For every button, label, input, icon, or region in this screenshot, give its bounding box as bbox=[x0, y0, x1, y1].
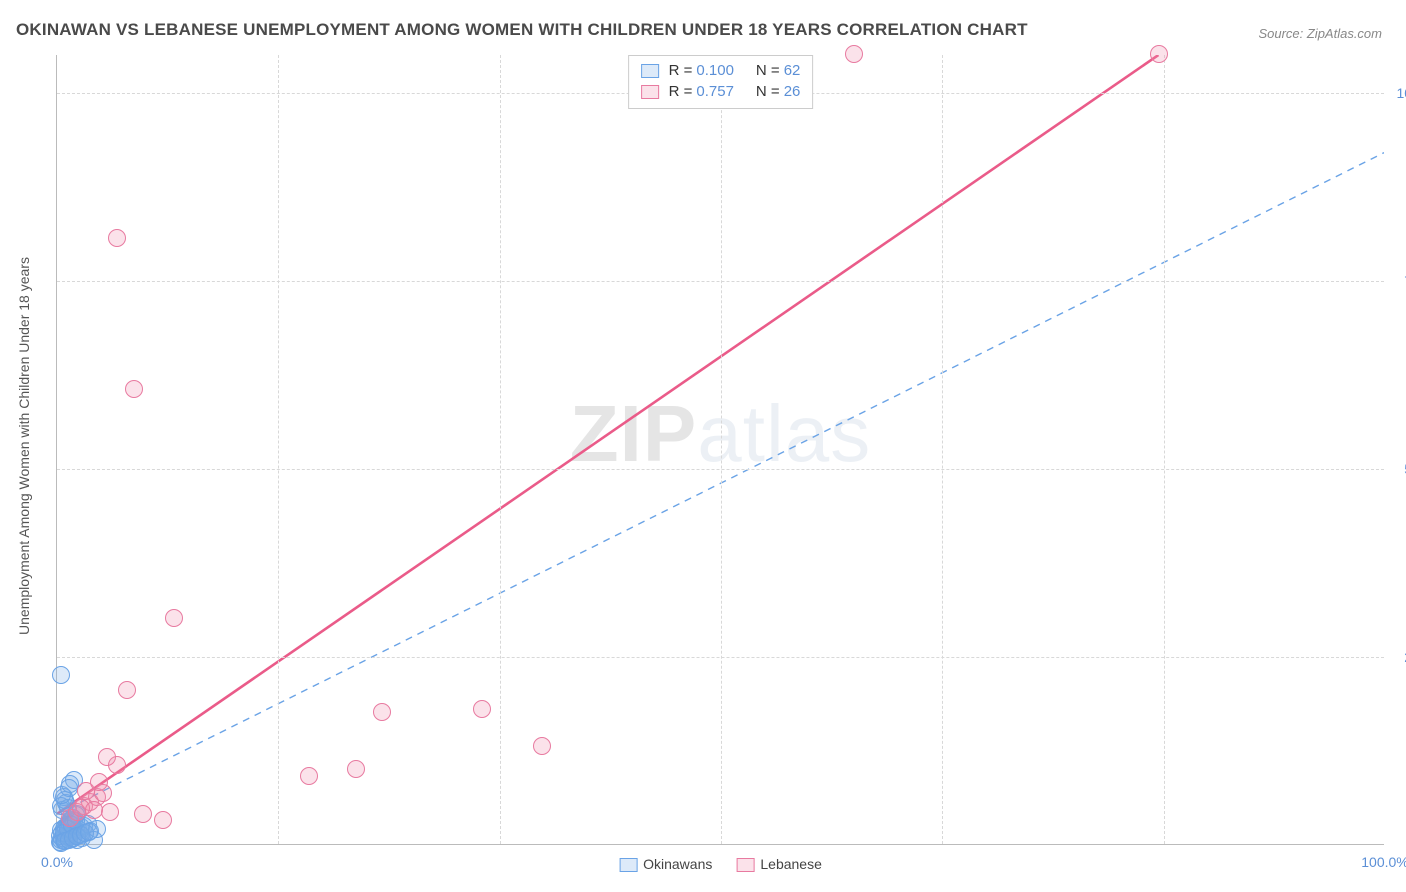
legend-swatch bbox=[619, 858, 637, 872]
legend-n-label: N = bbox=[756, 60, 780, 81]
data-point bbox=[108, 229, 126, 247]
legend-series-name: Lebanese bbox=[760, 856, 822, 872]
legend-r-value: 0.100 bbox=[696, 60, 734, 81]
chart-title: OKINAWAN VS LEBANESE UNEMPLOYMENT AMONG … bbox=[16, 20, 1028, 40]
source-attribution: Source: ZipAtlas.com bbox=[1258, 26, 1382, 41]
watermark-light: atlas bbox=[697, 389, 871, 478]
legend-r-label: R = bbox=[669, 60, 693, 81]
gridline-vertical bbox=[721, 55, 722, 844]
source-prefix: Source: bbox=[1258, 26, 1306, 41]
y-axis-label: Unemployment Among Women with Children U… bbox=[16, 257, 32, 635]
watermark-bold: ZIP bbox=[570, 389, 697, 478]
y-tick-label: 100.0% bbox=[1389, 85, 1406, 101]
data-point bbox=[165, 609, 183, 627]
data-point bbox=[154, 811, 172, 829]
y-tick-label: 75.0% bbox=[1389, 273, 1406, 289]
legend-item: Okinawans bbox=[619, 856, 712, 872]
data-point bbox=[101, 803, 119, 821]
legend-n-label: N = bbox=[756, 81, 780, 102]
x-tick-label: 0.0% bbox=[41, 854, 73, 870]
data-point bbox=[90, 773, 108, 791]
data-point bbox=[60, 779, 78, 797]
y-tick-label: 50.0% bbox=[1389, 461, 1406, 477]
legend-swatch bbox=[641, 85, 659, 99]
x-tick-label: 100.0% bbox=[1361, 854, 1406, 870]
data-point bbox=[98, 748, 116, 766]
data-point bbox=[52, 666, 70, 684]
legend-swatch bbox=[641, 64, 659, 78]
gridline-vertical bbox=[500, 55, 501, 844]
data-point bbox=[85, 801, 103, 819]
legend-series-name: Okinawans bbox=[643, 856, 712, 872]
series-legend: Okinawans Lebanese bbox=[619, 856, 822, 872]
gridline-vertical bbox=[278, 55, 279, 844]
data-point bbox=[473, 700, 491, 718]
legend-n-value: 62 bbox=[784, 60, 801, 81]
gridline-vertical bbox=[1164, 55, 1165, 844]
correlation-legend: R = 0.100 N = 62 R = 0.757 N = 26 bbox=[628, 55, 814, 109]
data-point bbox=[125, 380, 143, 398]
data-point bbox=[1150, 45, 1168, 63]
data-point bbox=[373, 703, 391, 721]
legend-r-label: R = bbox=[669, 81, 693, 102]
data-point bbox=[118, 681, 136, 699]
legend-swatch bbox=[736, 858, 754, 872]
y-tick-label: 25.0% bbox=[1389, 649, 1406, 665]
legend-item: Lebanese bbox=[736, 856, 822, 872]
data-point bbox=[533, 737, 551, 755]
trend-line bbox=[57, 55, 1158, 814]
data-point bbox=[300, 767, 318, 785]
legend-n-value: 26 bbox=[784, 81, 801, 102]
gridline-vertical bbox=[942, 55, 943, 844]
data-point bbox=[845, 45, 863, 63]
source-link[interactable]: ZipAtlas.com bbox=[1307, 26, 1382, 41]
legend-row: R = 0.757 N = 26 bbox=[641, 81, 801, 102]
data-point bbox=[80, 823, 98, 841]
chart-plot-area: ZIPatlas R = 0.100N = 62R = 0.757N = 26 … bbox=[56, 55, 1384, 845]
legend-r-value: 0.757 bbox=[696, 81, 734, 102]
data-point bbox=[134, 805, 152, 823]
legend-row: R = 0.100 N = 62 bbox=[641, 60, 801, 81]
data-point bbox=[347, 760, 365, 778]
